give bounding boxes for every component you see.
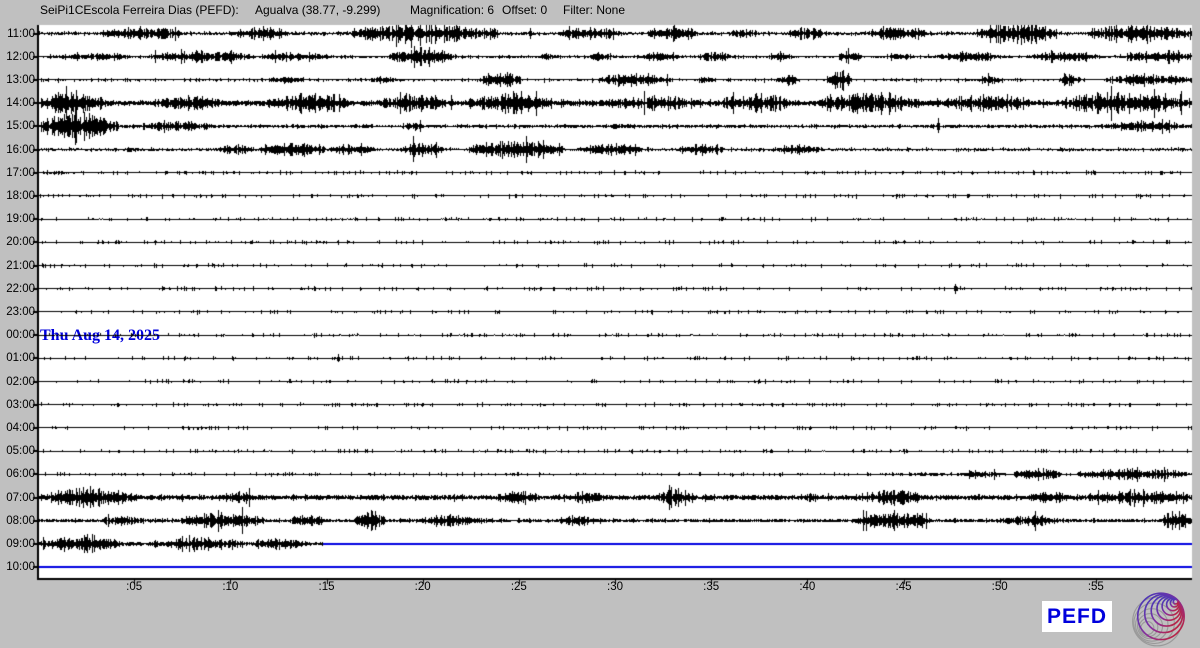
hour-label: 00:00 (6, 329, 35, 342)
hour-label: 22:00 (6, 282, 35, 295)
hour-label: 09:00 (6, 537, 35, 550)
hour-label: 11:00 (7, 27, 35, 40)
hour-label: 18:00 (6, 189, 35, 202)
hour-label: 21:00 (6, 259, 35, 272)
hour-label: 05:00 (6, 445, 35, 458)
minute-label: :25 (510, 581, 527, 593)
minute-label: :35 (703, 581, 720, 593)
hour-label: 23:00 (6, 305, 35, 318)
date-annotation: Thu Aug 14, 2025 (40, 327, 161, 344)
header-location-label: Agualva (38.77, -9.299) (255, 3, 381, 17)
hour-label: 04:00 (6, 421, 35, 434)
hour-label: 02:00 (6, 375, 35, 388)
minute-label: :20 (414, 581, 431, 593)
hour-label: 17:00 (6, 166, 35, 179)
minute-label: :55 (1087, 581, 1104, 593)
hour-label: 01:00 (6, 352, 35, 365)
hour-label: 13:00 (6, 73, 35, 86)
hour-label: 03:00 (6, 398, 35, 411)
hour-label: 06:00 (6, 468, 35, 481)
header-offset-label: Offset: 0 (502, 3, 548, 17)
hour-label: 16:00 (6, 143, 35, 156)
hour-label: 14:00 (6, 97, 35, 110)
minute-label: :30 (607, 581, 623, 593)
station-code-badge: PEFD (1042, 601, 1112, 632)
minute-label: :45 (895, 581, 912, 593)
hour-label: 10:00 (6, 561, 35, 574)
hour-label: 15:00 (6, 120, 35, 133)
hour-label: 07:00 (6, 491, 35, 504)
header-station-label: SeiPi1CEscola Ferreira Dias (PEFD): (40, 3, 239, 17)
header-filter-label: Filter: None (563, 3, 626, 17)
hour-label: 08:00 (6, 514, 35, 527)
hour-label: 19:00 (6, 213, 35, 226)
header-magnification-label: Magnification: 6 (410, 3, 495, 17)
minute-label: :15 (318, 581, 335, 593)
hour-label: 20:00 (6, 236, 35, 249)
minute-label: :05 (126, 581, 143, 593)
minute-label: :40 (799, 581, 816, 593)
minute-label: :10 (222, 581, 239, 593)
minute-label: :50 (991, 581, 1008, 593)
seismic-spiral-logo-icon (1132, 592, 1185, 647)
hour-label: 12:00 (6, 50, 35, 63)
